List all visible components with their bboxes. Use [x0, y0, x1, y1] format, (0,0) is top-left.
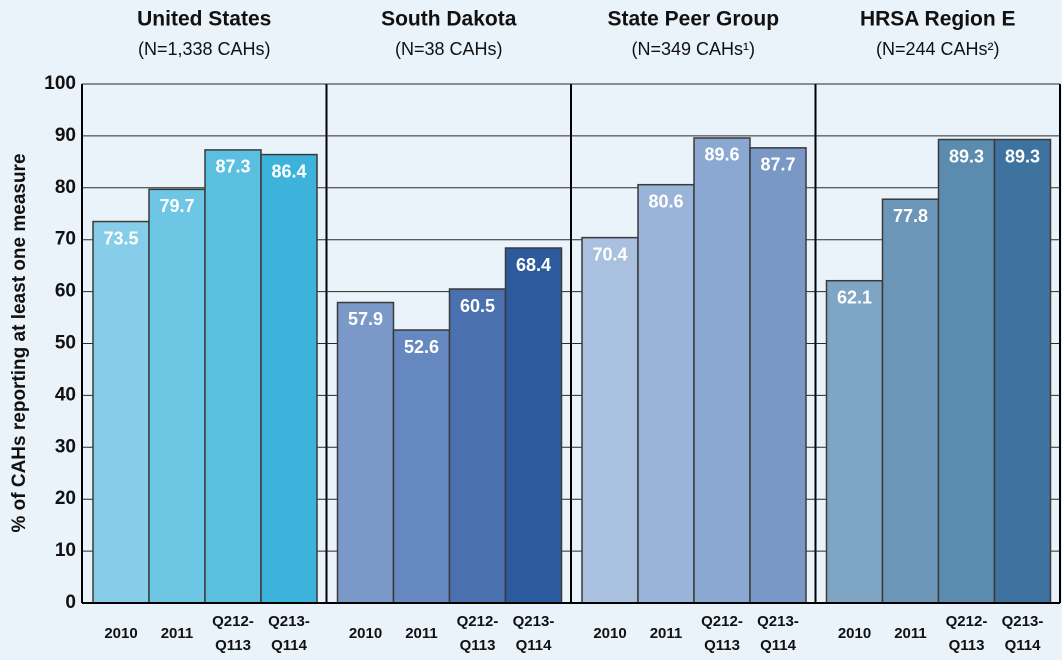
x-tick-label: 2011	[894, 625, 927, 642]
x-tick-label: 2011	[650, 625, 683, 642]
value-label: 77.8	[893, 206, 928, 226]
bar	[825, 279, 884, 604]
x-tick-label: 2010	[593, 625, 626, 642]
x-tick-label: 2011	[405, 625, 438, 642]
x-tick-label: Q213-Q114	[513, 613, 555, 654]
value-label: 62.1	[837, 287, 872, 307]
y-tick-label: 40	[55, 384, 76, 405]
bar	[148, 188, 206, 604]
value-label: 87.3	[215, 157, 250, 177]
x-tick-label: Q212-Q113	[946, 613, 988, 654]
value-label: 68.4	[516, 255, 551, 275]
value-label: 52.6	[404, 337, 439, 357]
bar	[749, 147, 807, 604]
bar	[937, 138, 996, 604]
value-label: 70.4	[592, 244, 627, 264]
panel-title: State Peer Group	[607, 8, 779, 31]
panel-title: South Dakota	[381, 8, 517, 31]
bar	[881, 198, 940, 604]
panel-title: HRSA Region E	[860, 8, 1016, 31]
y-tick-label: 50	[55, 333, 76, 354]
y-tick-label: 80	[55, 177, 76, 198]
x-tick-label: Q212-Q113	[457, 613, 499, 654]
value-label: 89.3	[1005, 146, 1040, 166]
value-label: 86.4	[271, 161, 306, 181]
x-tick-label: Q212-Q113	[701, 613, 743, 654]
bar	[204, 149, 262, 604]
y-tick-label: 70	[55, 229, 76, 250]
value-label: 80.6	[648, 191, 683, 211]
y-tick-label: 90	[55, 125, 76, 146]
bar	[92, 220, 150, 604]
x-tick-label: Q212-Q113	[212, 613, 254, 654]
x-tick-label: 2010	[349, 625, 382, 642]
value-label: 73.5	[103, 228, 138, 248]
value-label: 57.9	[348, 309, 383, 329]
y-tick-label: 30	[55, 436, 76, 457]
value-label: 60.5	[460, 296, 495, 316]
bar	[260, 153, 318, 604]
x-tick-label: 2011	[161, 625, 194, 642]
panel-subtitle: (N=244 CAHs²)	[876, 39, 1000, 59]
value-label: 89.6	[704, 145, 739, 165]
bar	[693, 137, 751, 604]
panel-subtitle: (N=1,338 CAHs)	[138, 39, 271, 59]
panel-subtitle: (N=349 CAHs¹)	[631, 39, 755, 59]
x-tick-label: 2010	[104, 625, 137, 642]
y-axis-label: % of CAHs reporting at least one measure	[9, 153, 30, 532]
panel-subtitle: (N=38 CAHs)	[395, 39, 503, 59]
panel-title: United States	[137, 8, 271, 31]
bar	[504, 247, 563, 604]
bar	[336, 301, 395, 604]
y-tick-label: 100	[44, 73, 76, 94]
value-label: 89.3	[949, 146, 984, 166]
bar	[581, 236, 639, 604]
x-tick-label: Q213-Q114	[757, 613, 799, 654]
bar	[448, 288, 507, 604]
x-tick-label: Q213-Q114	[268, 613, 310, 654]
bar	[392, 329, 451, 604]
value-label: 87.7	[760, 155, 795, 175]
y-tick-label: 10	[55, 540, 76, 561]
x-tick-label: 2010	[838, 625, 871, 642]
bar	[637, 183, 695, 604]
y-tick-label: 60	[55, 281, 76, 302]
bar	[993, 138, 1052, 604]
value-label: 79.7	[159, 196, 194, 216]
y-tick-label: 20	[55, 488, 76, 509]
x-tick-label: Q213-Q114	[1002, 613, 1044, 654]
y-tick-label: 0	[65, 592, 76, 613]
